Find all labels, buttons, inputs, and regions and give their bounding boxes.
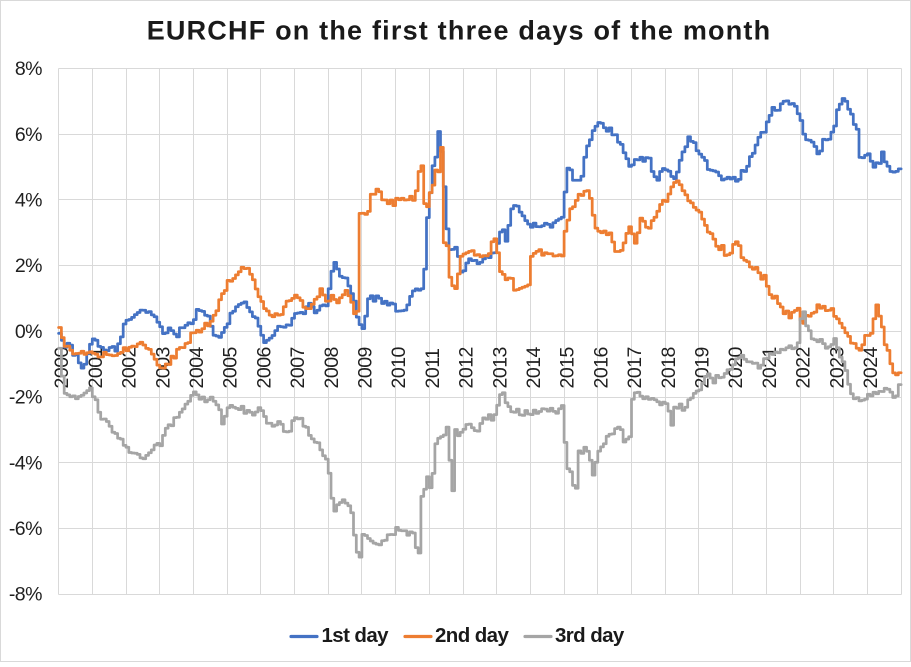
- svg-text:2014: 2014: [523, 346, 545, 388]
- svg-text:2016: 2016: [590, 347, 612, 388]
- svg-text:6%: 6%: [15, 124, 42, 146]
- svg-text:EURCHF on the first three days: EURCHF on the first three days of the mo…: [147, 16, 772, 46]
- svg-text:-4%: -4%: [9, 452, 42, 474]
- svg-text:2004: 2004: [186, 346, 208, 388]
- svg-text:2012: 2012: [456, 347, 478, 388]
- svg-text:3rd day: 3rd day: [555, 624, 625, 647]
- svg-text:2013: 2013: [489, 347, 511, 388]
- svg-text:1st day: 1st day: [322, 624, 390, 647]
- svg-text:2005: 2005: [220, 346, 242, 388]
- svg-text:2007: 2007: [287, 347, 309, 388]
- svg-text:2024: 2024: [860, 346, 882, 388]
- svg-text:2019: 2019: [692, 347, 714, 388]
- svg-text:-2%: -2%: [9, 387, 42, 409]
- svg-text:2017: 2017: [624, 347, 646, 388]
- svg-text:2020: 2020: [725, 346, 747, 388]
- svg-text:2015: 2015: [557, 346, 579, 388]
- svg-text:0%: 0%: [15, 321, 42, 343]
- svg-text:2nd day: 2nd day: [435, 624, 509, 647]
- svg-text:4%: 4%: [15, 190, 42, 212]
- svg-text:-6%: -6%: [9, 518, 42, 540]
- svg-text:2010: 2010: [388, 346, 410, 388]
- svg-text:2022: 2022: [793, 347, 815, 388]
- svg-text:2008: 2008: [321, 347, 343, 388]
- svg-text:-8%: -8%: [9, 584, 42, 606]
- svg-text:8%: 8%: [15, 58, 42, 80]
- svg-text:2018: 2018: [658, 347, 680, 388]
- svg-text:2006: 2006: [253, 347, 275, 388]
- svg-text:2009: 2009: [355, 347, 377, 388]
- svg-text:2011: 2011: [422, 349, 444, 389]
- svg-text:2002: 2002: [119, 347, 141, 388]
- svg-text:2%: 2%: [15, 255, 42, 277]
